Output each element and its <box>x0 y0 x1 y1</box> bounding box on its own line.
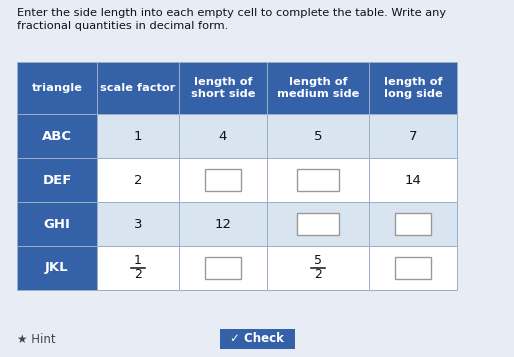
Bar <box>97 62 179 114</box>
Text: 2: 2 <box>134 174 142 186</box>
Bar <box>267 202 369 246</box>
Text: ABC: ABC <box>42 130 72 142</box>
Bar <box>97 158 179 202</box>
Text: 5: 5 <box>314 255 322 267</box>
Bar <box>205 169 242 191</box>
Text: Enter the side length into each empty cell to complete the table. Write any: Enter the side length into each empty ce… <box>17 8 446 18</box>
Text: GHI: GHI <box>44 217 70 231</box>
Bar <box>179 158 267 202</box>
Bar <box>369 246 457 290</box>
Bar <box>97 202 179 246</box>
Bar <box>219 329 295 349</box>
Text: 2: 2 <box>134 268 142 282</box>
Text: 12: 12 <box>214 217 231 231</box>
Bar <box>17 62 97 114</box>
Bar <box>369 114 457 158</box>
Bar <box>267 246 369 290</box>
Bar <box>17 246 97 290</box>
Bar <box>267 62 369 114</box>
Text: 1: 1 <box>134 130 142 142</box>
Text: 14: 14 <box>405 174 421 186</box>
Bar <box>17 158 97 202</box>
Text: 2: 2 <box>314 268 322 282</box>
Text: 7: 7 <box>409 130 417 142</box>
Bar <box>297 169 339 191</box>
Bar <box>369 62 457 114</box>
Bar <box>179 246 267 290</box>
Bar <box>267 114 369 158</box>
Bar <box>179 62 267 114</box>
Bar <box>97 246 179 290</box>
Bar <box>205 257 242 280</box>
Bar <box>369 158 457 202</box>
Text: ✓ Check: ✓ Check <box>230 332 284 346</box>
Bar <box>395 212 431 235</box>
Text: 4: 4 <box>219 130 227 142</box>
Text: triangle: triangle <box>31 83 83 93</box>
Bar <box>267 158 369 202</box>
Text: ★ Hint: ★ Hint <box>17 332 56 346</box>
Text: fractional quantities in decimal form.: fractional quantities in decimal form. <box>17 21 228 31</box>
Bar <box>179 114 267 158</box>
Bar <box>97 114 179 158</box>
Bar <box>297 212 339 235</box>
Text: JKL: JKL <box>45 261 69 275</box>
Bar <box>369 202 457 246</box>
Bar <box>179 202 267 246</box>
Text: length of
medium side: length of medium side <box>277 77 359 99</box>
Text: length of
long side: length of long side <box>383 77 443 99</box>
Text: scale factor: scale factor <box>100 83 176 93</box>
Bar <box>17 202 97 246</box>
Text: 3: 3 <box>134 217 142 231</box>
Text: 5: 5 <box>314 130 322 142</box>
Text: length of
short side: length of short side <box>191 77 255 99</box>
Text: 1: 1 <box>134 255 142 267</box>
Text: DEF: DEF <box>42 174 71 186</box>
Bar <box>395 257 431 280</box>
Bar <box>17 114 97 158</box>
